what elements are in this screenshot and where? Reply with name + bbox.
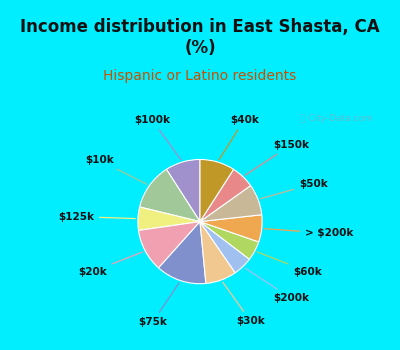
Wedge shape bbox=[138, 207, 200, 230]
Wedge shape bbox=[200, 222, 235, 284]
Wedge shape bbox=[200, 160, 234, 222]
Wedge shape bbox=[200, 186, 262, 222]
Wedge shape bbox=[200, 215, 262, 242]
Text: $10k: $10k bbox=[85, 155, 147, 184]
Text: $60k: $60k bbox=[257, 252, 322, 277]
Wedge shape bbox=[166, 160, 200, 222]
Text: $20k: $20k bbox=[78, 252, 143, 277]
Text: $125k: $125k bbox=[58, 211, 135, 222]
Text: Hispanic or Latino residents: Hispanic or Latino residents bbox=[103, 69, 297, 83]
Wedge shape bbox=[200, 222, 250, 273]
Text: $40k: $40k bbox=[219, 115, 259, 160]
Text: $200k: $200k bbox=[245, 268, 309, 303]
Text: ⓘ City-Data.com: ⓘ City-Data.com bbox=[300, 114, 373, 123]
Text: > $200k: > $200k bbox=[264, 228, 354, 238]
Wedge shape bbox=[200, 222, 259, 259]
Text: $100k: $100k bbox=[134, 115, 181, 160]
Wedge shape bbox=[158, 222, 206, 284]
Text: $30k: $30k bbox=[223, 282, 265, 326]
Wedge shape bbox=[140, 169, 200, 222]
Text: $75k: $75k bbox=[138, 283, 179, 327]
Wedge shape bbox=[200, 169, 251, 222]
Text: $50k: $50k bbox=[261, 179, 328, 199]
Wedge shape bbox=[138, 222, 200, 268]
Text: Income distribution in East Shasta, CA
(%): Income distribution in East Shasta, CA (… bbox=[20, 18, 380, 57]
Text: $150k: $150k bbox=[245, 140, 309, 175]
